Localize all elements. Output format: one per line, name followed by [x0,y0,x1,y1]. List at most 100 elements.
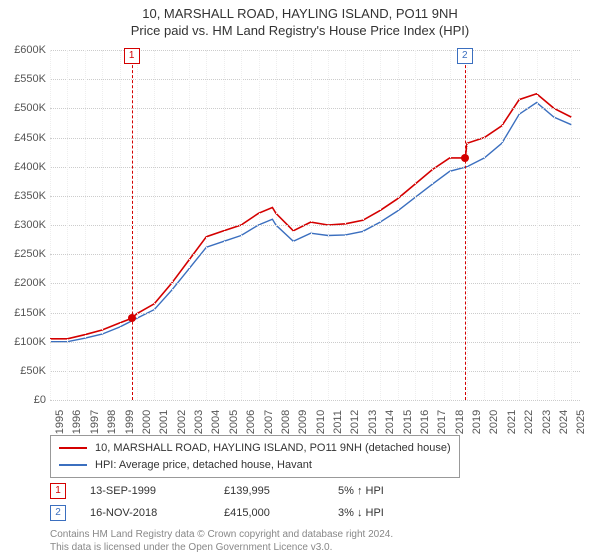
sale-date: 13-SEP-1999 [90,485,200,497]
x-gridline [50,50,51,400]
y-axis-label: £250K [14,248,50,260]
chart-titles: 10, MARSHALL ROAD, HAYLING ISLAND, PO11 … [0,0,600,40]
y-axis-label: £150K [14,307,50,319]
x-axis-label: 2008 [276,410,292,434]
x-axis-label: 2019 [467,410,483,434]
x-gridline [432,50,433,400]
x-gridline [467,50,468,400]
sale-badge: 2 [50,505,66,521]
x-axis-label: 2024 [554,410,570,434]
legend-swatch [59,464,87,466]
sale-marker-line [465,50,466,400]
legend: 10, MARSHALL ROAD, HAYLING ISLAND, PO11 … [50,435,580,478]
sale-marker-dot [461,154,469,162]
x-axis-label: 1995 [50,410,66,434]
legend-item: HPI: Average price, detached house, Hava… [59,457,451,474]
x-gridline [154,50,155,400]
x-gridline [172,50,173,400]
y-axis-label: £550K [14,73,50,85]
x-axis-label: 2009 [293,410,309,434]
x-gridline [311,50,312,400]
gridline [50,167,580,168]
sale-marker-badge: 2 [457,48,473,64]
x-axis-label: 1999 [120,410,136,434]
x-axis-label: 2017 [432,410,448,434]
x-gridline [206,50,207,400]
x-axis-label: 2000 [137,410,153,434]
x-axis-label: 2011 [328,410,344,434]
plot-region: £0£50K£100K£150K£200K£250K£300K£350K£400… [50,50,580,400]
x-gridline [502,50,503,400]
x-gridline [241,50,242,400]
x-gridline [328,50,329,400]
legend-item: 10, MARSHALL ROAD, HAYLING ISLAND, PO11 … [59,440,451,457]
legend-swatch [59,447,87,449]
y-axis-label: £300K [14,219,50,231]
sales-table: 113-SEP-1999£139,9955% ↑ HPI216-NOV-2018… [50,480,384,524]
x-axis-label: 2005 [224,410,240,434]
x-gridline [224,50,225,400]
gridline [50,138,580,139]
x-gridline [554,50,555,400]
y-axis-label: £450K [14,132,50,144]
gridline [50,400,580,401]
x-axis-label: 1998 [102,410,118,434]
x-gridline [415,50,416,400]
x-axis-label: 2003 [189,410,205,434]
legend-label: HPI: Average price, detached house, Hava… [95,457,312,474]
sale-row: 113-SEP-1999£139,9955% ↑ HPI [50,480,384,502]
x-axis-label: 2004 [206,410,222,434]
x-axis-label: 2023 [537,410,553,434]
y-axis-label: £500K [14,102,50,114]
x-gridline [571,50,572,400]
sale-date: 16-NOV-2018 [90,507,200,519]
x-gridline [189,50,190,400]
sale-marker-dot [128,314,136,322]
sale-badge: 1 [50,483,66,499]
y-axis-label: £400K [14,161,50,173]
title-address: 10, MARSHALL ROAD, HAYLING ISLAND, PO11 … [0,6,600,23]
y-axis-label: £50K [20,365,50,377]
x-axis-label: 2007 [259,410,275,434]
sale-diff: 3% ↓ HPI [338,507,384,519]
legend-box: 10, MARSHALL ROAD, HAYLING ISLAND, PO11 … [50,435,460,478]
x-gridline [102,50,103,400]
x-axis-label: 2018 [450,410,466,434]
x-axis-label: 2021 [502,410,518,434]
x-axis-label: 1996 [67,410,83,434]
x-axis-label: 2012 [345,410,361,434]
y-axis-label: £100K [14,336,50,348]
sale-diff: 5% ↑ HPI [338,485,384,497]
gridline [50,342,580,343]
y-axis-label: £200K [14,277,50,289]
x-axis-label: 1997 [85,410,101,434]
x-axis-label: 2022 [519,410,535,434]
x-gridline [363,50,364,400]
sale-row: 216-NOV-2018£415,0003% ↓ HPI [50,502,384,524]
x-gridline [537,50,538,400]
x-gridline [293,50,294,400]
gridline [50,283,580,284]
x-axis-label: 2002 [172,410,188,434]
x-axis-label: 2006 [241,410,257,434]
x-gridline [120,50,121,400]
x-gridline [450,50,451,400]
x-gridline [398,50,399,400]
x-gridline [276,50,277,400]
x-axis-label: 2016 [415,410,431,434]
x-gridline [259,50,260,400]
gridline [50,108,580,109]
gridline [50,371,580,372]
x-axis-label: 2014 [380,410,396,434]
x-axis-label: 2025 [571,410,587,434]
sale-marker-line [132,50,133,400]
chart-area: £0£50K£100K£150K£200K£250K£300K£350K£400… [50,50,580,420]
title-subtitle: Price paid vs. HM Land Registry's House … [0,23,600,40]
x-gridline [484,50,485,400]
license-text: Contains HM Land Registry data © Crown c… [50,528,393,554]
gridline [50,225,580,226]
y-axis-label: £600K [14,44,50,56]
gridline [50,79,580,80]
x-axis-label: 2015 [398,410,414,434]
x-axis-label: 2013 [363,410,379,434]
